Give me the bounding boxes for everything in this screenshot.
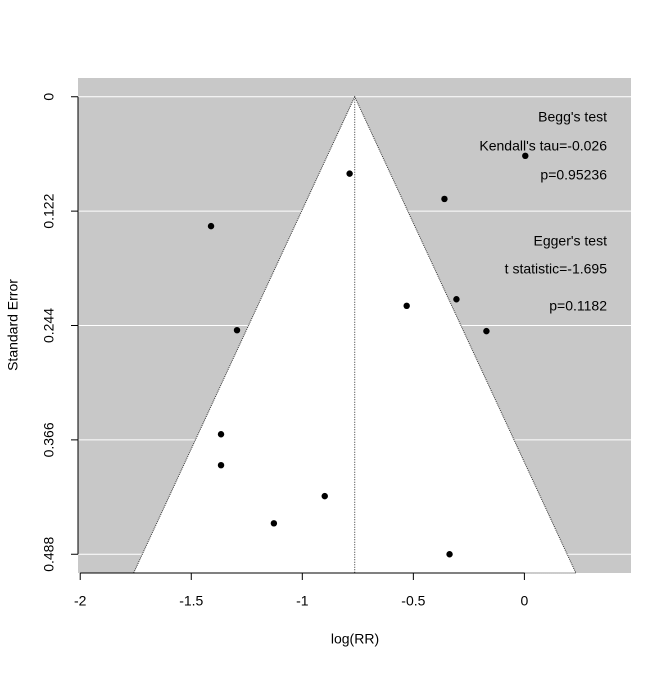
data-point: [217, 461, 225, 469]
y-tick-label: 0.122: [41, 193, 57, 228]
annotation: Egger's test: [534, 233, 608, 249]
annotation: t statistic=-1.695: [505, 261, 608, 277]
data-point: [217, 431, 225, 438]
x-tick-label: -1: [296, 593, 309, 609]
data-point: [346, 170, 353, 177]
x-tick-label: -1.5: [179, 593, 203, 609]
y-tick-label: 0.366: [41, 422, 57, 457]
x-tick-label: -2: [74, 593, 87, 609]
annotation: p=0.1182: [549, 298, 607, 314]
data-point: [453, 296, 460, 303]
annotation: p=0.95236: [540, 167, 607, 183]
x-tick-label: -0.5: [401, 593, 425, 609]
data-point: [207, 222, 215, 230]
annotation: Begg's test: [538, 109, 607, 125]
y-tick-label: 0.244: [41, 308, 57, 343]
data-point: [446, 551, 453, 558]
y-axis-title: Standard Error: [5, 279, 21, 371]
data-point: [270, 520, 278, 527]
y-tick-label: 0.488: [41, 537, 57, 572]
data-point: [233, 326, 241, 334]
annotation: Kendall's tau=-0.026: [479, 138, 607, 154]
y-tick-label: 0: [41, 93, 57, 101]
data-point: [321, 492, 328, 500]
data-point: [522, 152, 529, 160]
data-point: [483, 327, 490, 335]
data-point: [403, 302, 410, 310]
x-tick-label: 0: [520, 593, 528, 609]
x-axis-title: log(RR): [331, 631, 379, 647]
data-point: [441, 195, 448, 203]
